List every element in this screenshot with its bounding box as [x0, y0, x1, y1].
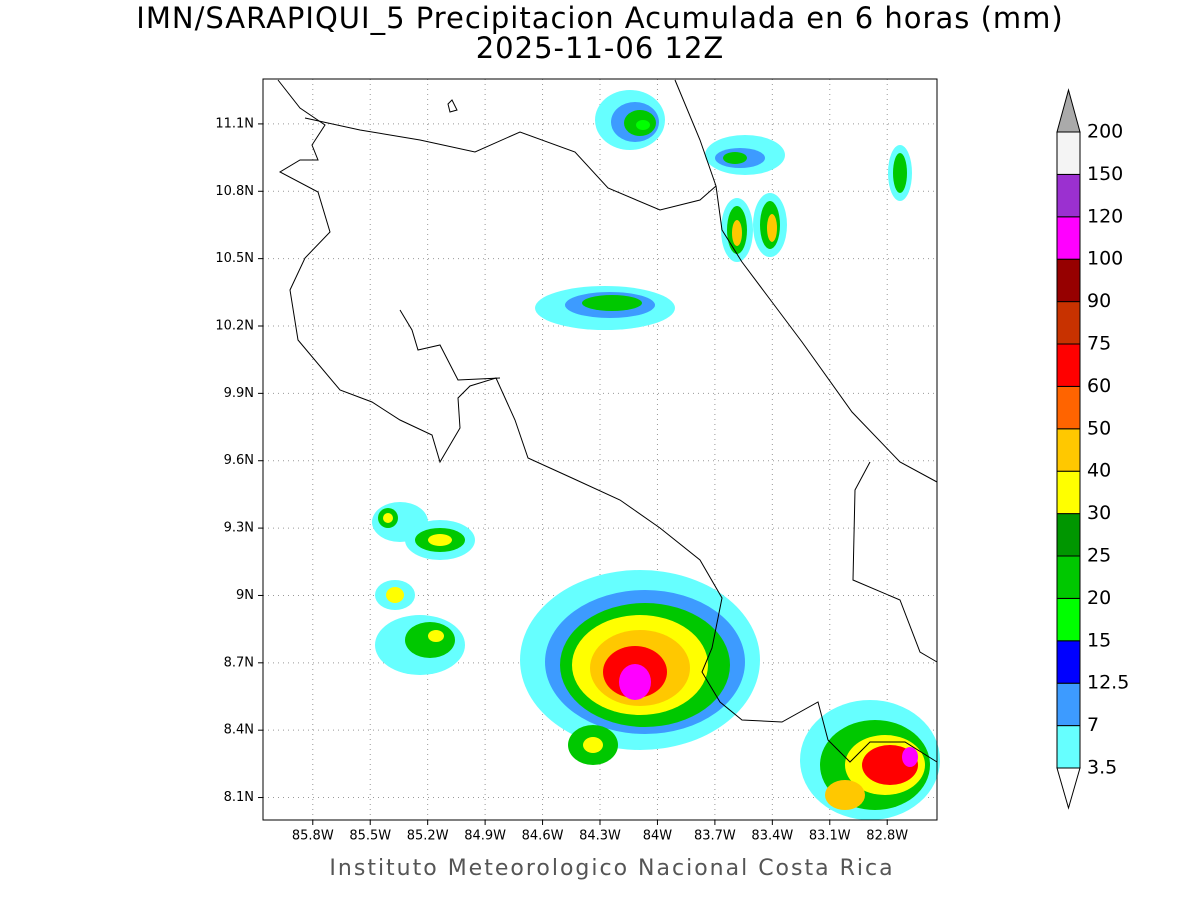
- x-tick-label: 84.9W: [464, 829, 506, 844]
- colorbar-label: 75: [1087, 333, 1111, 355]
- colorbar-box: [1056, 385, 1081, 430]
- colorbar-label: 150: [1087, 163, 1123, 185]
- colorbar-label: 90: [1087, 290, 1111, 312]
- colorbar-box: [1056, 343, 1081, 387]
- pacific-coast: [277, 79, 938, 763]
- y-tick-label: 8.1N: [224, 790, 254, 805]
- x-tick-label: 85.8W: [292, 829, 334, 844]
- colorbar-box: [1056, 725, 1081, 769]
- nicoya-peninsula: [399, 309, 501, 381]
- y-tick-label: 10.2N: [215, 319, 254, 334]
- nicaragua-border: [304, 117, 717, 211]
- axes: 85.8W 85.5W 85.2W 84.9W 84.6W 84.3W 84W 83.7W 83…: [215, 116, 908, 843]
- x-tick-label: 83.1W: [809, 829, 851, 844]
- colorbar-label: 12.5: [1087, 672, 1129, 694]
- x-tick-label: 83.4W: [751, 829, 793, 844]
- footer: Instituto Meteorologico Nacional Costa R…: [329, 856, 894, 881]
- y-tick-label: 9.6N: [224, 453, 254, 468]
- x-tick-label: 84W: [643, 829, 673, 844]
- colorbar-box: [1056, 513, 1081, 557]
- colorbar-box: [1056, 682, 1081, 727]
- colorbar-box: [1056, 428, 1081, 472]
- colorbar-box: [1056, 301, 1081, 345]
- y-tick-label: 9.3N: [224, 521, 254, 536]
- colorbar-high-arrow: [1056, 88, 1081, 133]
- x-tick-label: 85.5W: [349, 829, 391, 844]
- y-tick-label: 9N: [236, 588, 254, 603]
- colorbar-label: 40: [1087, 460, 1111, 482]
- colorbar-label: 3.5: [1087, 757, 1117, 779]
- y-tick-label: 10.5N: [215, 251, 254, 266]
- colorbar-label: 20: [1087, 587, 1111, 609]
- colorbar-label: 100: [1087, 248, 1123, 270]
- coastlines: [277, 79, 938, 763]
- blob: [595, 90, 665, 150]
- colorbar-box: [1056, 555, 1081, 599]
- y-tick-label: 8.4N: [224, 723, 254, 738]
- panama-border: [852, 461, 938, 663]
- y-tick-label: 10.8N: [215, 184, 254, 199]
- title: IMN/SARAPIQUI_5 Precipitacion Acumulada …: [136, 1, 1063, 35]
- y-tick-label: 9.9N: [224, 386, 254, 401]
- x-tick-label: 83.7W: [694, 829, 736, 844]
- colorbar-box: [1056, 258, 1081, 303]
- subtitle: 2025-11-06 12Z: [476, 31, 725, 65]
- precipitation-field: [372, 90, 940, 820]
- colorbar-box: [1056, 470, 1081, 515]
- colorbar-box: [1056, 216, 1081, 260]
- colorbar-label: 7: [1087, 714, 1099, 736]
- colorbar-box: [1056, 131, 1081, 175]
- colorbar: 3.5 7 12.5 15 20 25 30 40 50 60 75 90 100 120 150 200: [1056, 88, 1129, 810]
- colorbar-box: [1056, 597, 1081, 642]
- caribbean-coast: [674, 79, 938, 483]
- colorbar-label: 200: [1087, 121, 1123, 143]
- colorbar-label: 120: [1087, 205, 1123, 227]
- colorbar-label: 60: [1087, 375, 1111, 397]
- colorbar-box: [1056, 173, 1081, 218]
- colorbar-label: 50: [1087, 417, 1111, 439]
- y-tick-label: 8.7N: [224, 655, 254, 670]
- x-tick-label: 84.3W: [579, 829, 621, 844]
- x-tick-label: 85.2W: [407, 829, 449, 844]
- x-tick-label: 82.8W: [866, 829, 908, 844]
- x-tick-label: 84.6W: [522, 829, 564, 844]
- grid: [263, 79, 937, 820]
- colorbar-label: 15: [1087, 629, 1111, 651]
- y-tick-label: 11.1N: [215, 116, 254, 131]
- colorbar-label: 25: [1087, 545, 1111, 567]
- lake: [447, 99, 458, 113]
- colorbar-box: [1056, 640, 1081, 684]
- colorbar-label: 30: [1087, 502, 1111, 524]
